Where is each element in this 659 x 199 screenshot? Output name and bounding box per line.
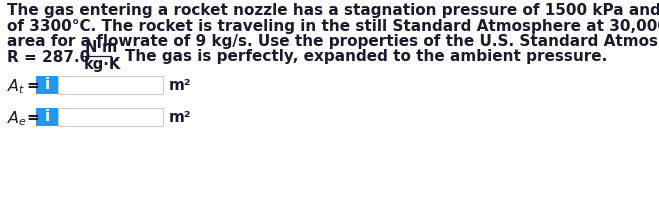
Text: =: = xyxy=(26,77,39,93)
Text: $A_t$: $A_t$ xyxy=(7,77,26,96)
Text: of 3300°C. The rocket is traveling in the still Standard Atmosphere at 30,000 m.: of 3300°C. The rocket is traveling in th… xyxy=(7,19,659,33)
Text: i: i xyxy=(44,77,49,92)
Text: R = 287.0: R = 287.0 xyxy=(7,50,90,64)
Text: area for a flowrate of 9 kg/s. Use the properties of the U.S. Standard Atmospher: area for a flowrate of 9 kg/s. Use the p… xyxy=(7,34,659,49)
Text: . The gas is perfectly, expanded to the ambient pressure.: . The gas is perfectly, expanded to the … xyxy=(114,50,607,64)
Text: $A_e$: $A_e$ xyxy=(7,109,27,128)
Text: i: i xyxy=(44,109,49,124)
Text: =: = xyxy=(26,109,39,125)
FancyBboxPatch shape xyxy=(36,75,58,94)
FancyBboxPatch shape xyxy=(36,107,58,126)
Text: m²: m² xyxy=(169,109,192,125)
Text: m²: m² xyxy=(169,77,192,93)
Text: N·m: N·m xyxy=(85,41,118,56)
Text: kg·K: kg·K xyxy=(84,58,121,72)
Text: The gas entering a rocket nozzle has a stagnation pressure of 1500 kPa and a sta: The gas entering a rocket nozzle has a s… xyxy=(7,3,659,18)
FancyBboxPatch shape xyxy=(58,75,163,94)
FancyBboxPatch shape xyxy=(58,107,163,126)
